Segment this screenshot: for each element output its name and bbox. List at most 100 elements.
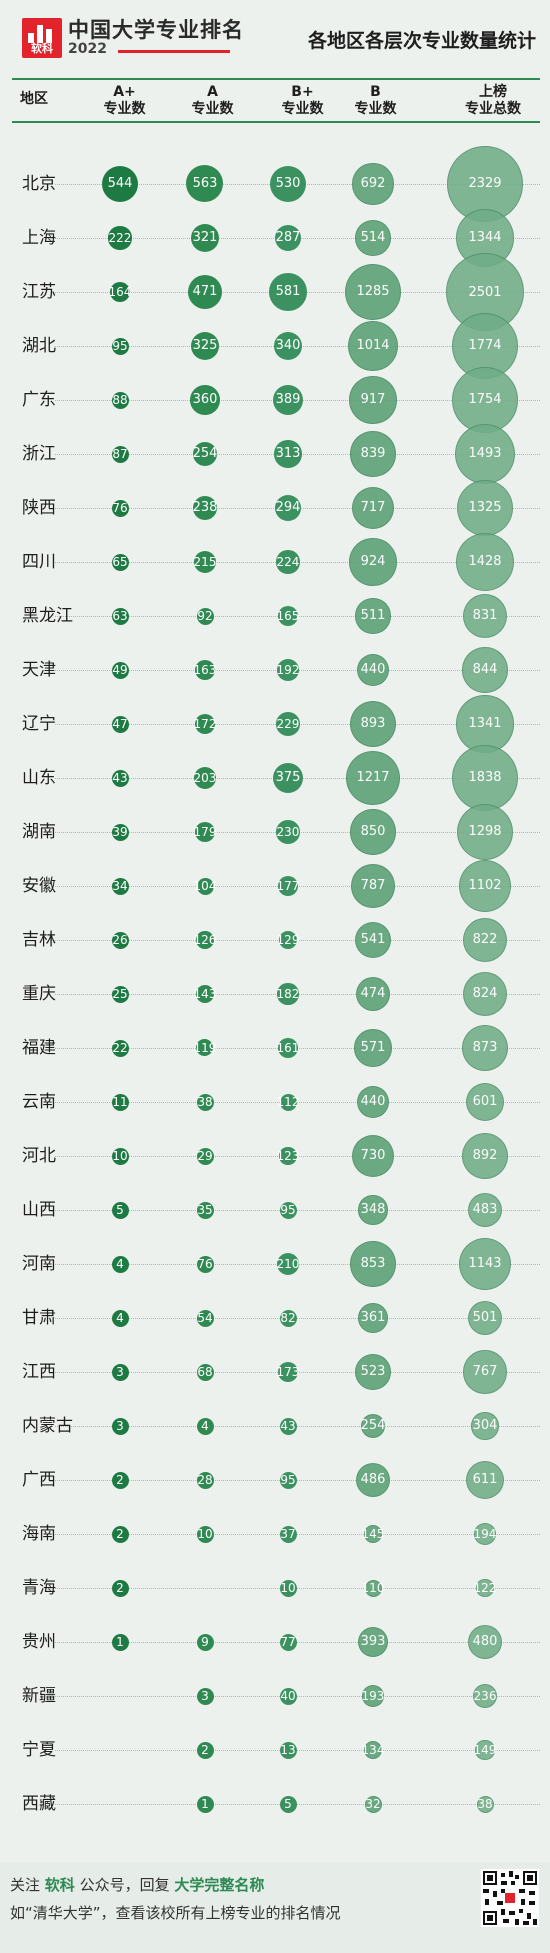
region-label: 广西 (22, 1470, 56, 1490)
footer-line-1: 关注 软科 公众号，回复 大学完整名称 (10, 1876, 265, 1894)
region-label: 上海 (22, 228, 56, 248)
bubble-a: 163 (194, 660, 216, 680)
bubble-b: 145 (362, 1524, 384, 1544)
qr-code-icon[interactable] (481, 1869, 539, 1927)
region-label: 福建 (22, 1038, 56, 1058)
bubble-total: 601 (465, 1082, 505, 1122)
bubble-aplus: 5 (111, 1201, 129, 1219)
bubble-aplus: 3 (111, 1417, 129, 1435)
bubble-total: 1143 (458, 1237, 512, 1291)
region-label: 湖北 (22, 336, 56, 356)
bubble-aplus: 65 (111, 553, 129, 571)
bubble-bplus: 192 (277, 659, 299, 681)
bubble-a: 179 (194, 821, 216, 843)
bubble-aplus: 544 (101, 165, 139, 203)
bubble-aplus: 26 (111, 931, 129, 949)
region-label: 广东 (22, 390, 56, 410)
region-label: 河北 (22, 1146, 56, 1166)
bubble-bplus: 530 (270, 166, 306, 202)
bubble-total: 2329 (447, 146, 523, 222)
bubble-a: 35 (196, 1201, 214, 1219)
header-col-b: B 专业数 (354, 84, 397, 117)
bubble-total: 236 (473, 1684, 497, 1708)
region-label: 四川 (22, 552, 56, 572)
bubble-bplus: 40 (279, 1687, 297, 1705)
bubble-total: 1325 (456, 479, 514, 537)
bubble-a: 238 (193, 495, 217, 521)
bubble-bplus: 389 (272, 384, 304, 416)
row-guide (55, 1426, 540, 1427)
header-col-aplus: A+ 专业数 (103, 84, 146, 117)
region-label: 河南 (22, 1254, 56, 1274)
brand-year: 2022 (68, 41, 107, 57)
bubble-b: 893 (349, 700, 397, 748)
row-guide (55, 1588, 540, 1589)
bubble-a: 360 (190, 385, 220, 415)
bubble-b: 850 (350, 809, 396, 855)
bubble-b: 440 (356, 653, 390, 687)
bubble-bplus: 5 (279, 1795, 297, 1813)
region-label: 海南 (22, 1524, 56, 1544)
bubble-bplus: 129 (276, 931, 300, 949)
row-guide (55, 1804, 540, 1805)
region-label: 辽宁 (22, 714, 56, 734)
region-label: 天津 (22, 660, 56, 680)
bubble-b: 32 (364, 1795, 382, 1813)
bubble-a: 143 (194, 984, 216, 1004)
region-label: 江西 (22, 1362, 56, 1382)
bubble-aplus: 25 (111, 985, 129, 1003)
bubble-b: 523 (355, 1354, 391, 1390)
bubble-b: 134 (362, 1740, 384, 1760)
region-label: 宁夏 (22, 1740, 56, 1760)
bubble-b: 511 (355, 598, 391, 634)
region-label: 安徽 (22, 876, 56, 896)
bubble-bplus: 161 (277, 1038, 299, 1058)
bubble-b: 514 (355, 220, 391, 256)
row-guide (55, 1750, 540, 1751)
bubble-a: 203 (194, 766, 216, 790)
logo-text: 软科 (31, 42, 53, 55)
region-label: 贵州 (22, 1632, 56, 1652)
bubble-bplus: 581 (269, 273, 307, 311)
bubble-b: 730 (351, 1134, 395, 1178)
bubble-b: 348 (358, 1195, 388, 1225)
bubble-total: 767 (463, 1350, 507, 1394)
bubble-bplus: 224 (276, 550, 300, 574)
bubble-bplus: 112 (276, 1093, 300, 1111)
bubble-a: 76 (196, 1255, 214, 1273)
bubble-a: 68 (196, 1363, 214, 1381)
bubble-a: 321 (191, 224, 219, 252)
bubble-b: 1217 (345, 750, 401, 806)
header-col-bplus: B+ 专业数 (281, 84, 324, 117)
bubble-a: 471 (188, 275, 222, 309)
region-label: 内蒙古 (22, 1416, 73, 1436)
bubble-a: 2 (196, 1741, 214, 1759)
bubble-aplus: 87 (111, 445, 129, 463)
bubble-b: 440 (356, 1085, 390, 1119)
bubble-bplus: 230 (276, 820, 300, 844)
header-bottom-rule (12, 121, 540, 123)
brand-underline (118, 50, 230, 53)
bubble-total: 822 (462, 917, 508, 963)
bubble-total: 122 (473, 1579, 497, 1597)
bubble-total: 1838 (451, 744, 519, 812)
row-guide (55, 1210, 540, 1211)
bubble-aplus: 47 (111, 715, 129, 733)
bubble-b: 474 (356, 977, 390, 1011)
bubble-b: 486 (355, 1462, 391, 1498)
bubble-bplus: 340 (273, 331, 303, 361)
bubble-aplus: 43 (111, 769, 129, 787)
bubble-b: 571 (354, 1029, 392, 1067)
header-col-total: 上榜 专业总数 (465, 84, 521, 117)
bubble-aplus: 1 (111, 1633, 129, 1651)
bubble-total: 480 (467, 1624, 503, 1660)
bubble-a: 54 (196, 1309, 214, 1327)
bubble-bplus: 82 (279, 1309, 297, 1327)
bubble-aplus: 3 (111, 1363, 129, 1381)
bubble-bplus: 43 (279, 1417, 297, 1435)
row-guide (55, 1480, 540, 1481)
bubble-aplus: 88 (111, 391, 129, 409)
row-guide (55, 1156, 540, 1157)
bubble-aplus: 222 (108, 226, 132, 250)
region-label: 青海 (22, 1578, 56, 1598)
